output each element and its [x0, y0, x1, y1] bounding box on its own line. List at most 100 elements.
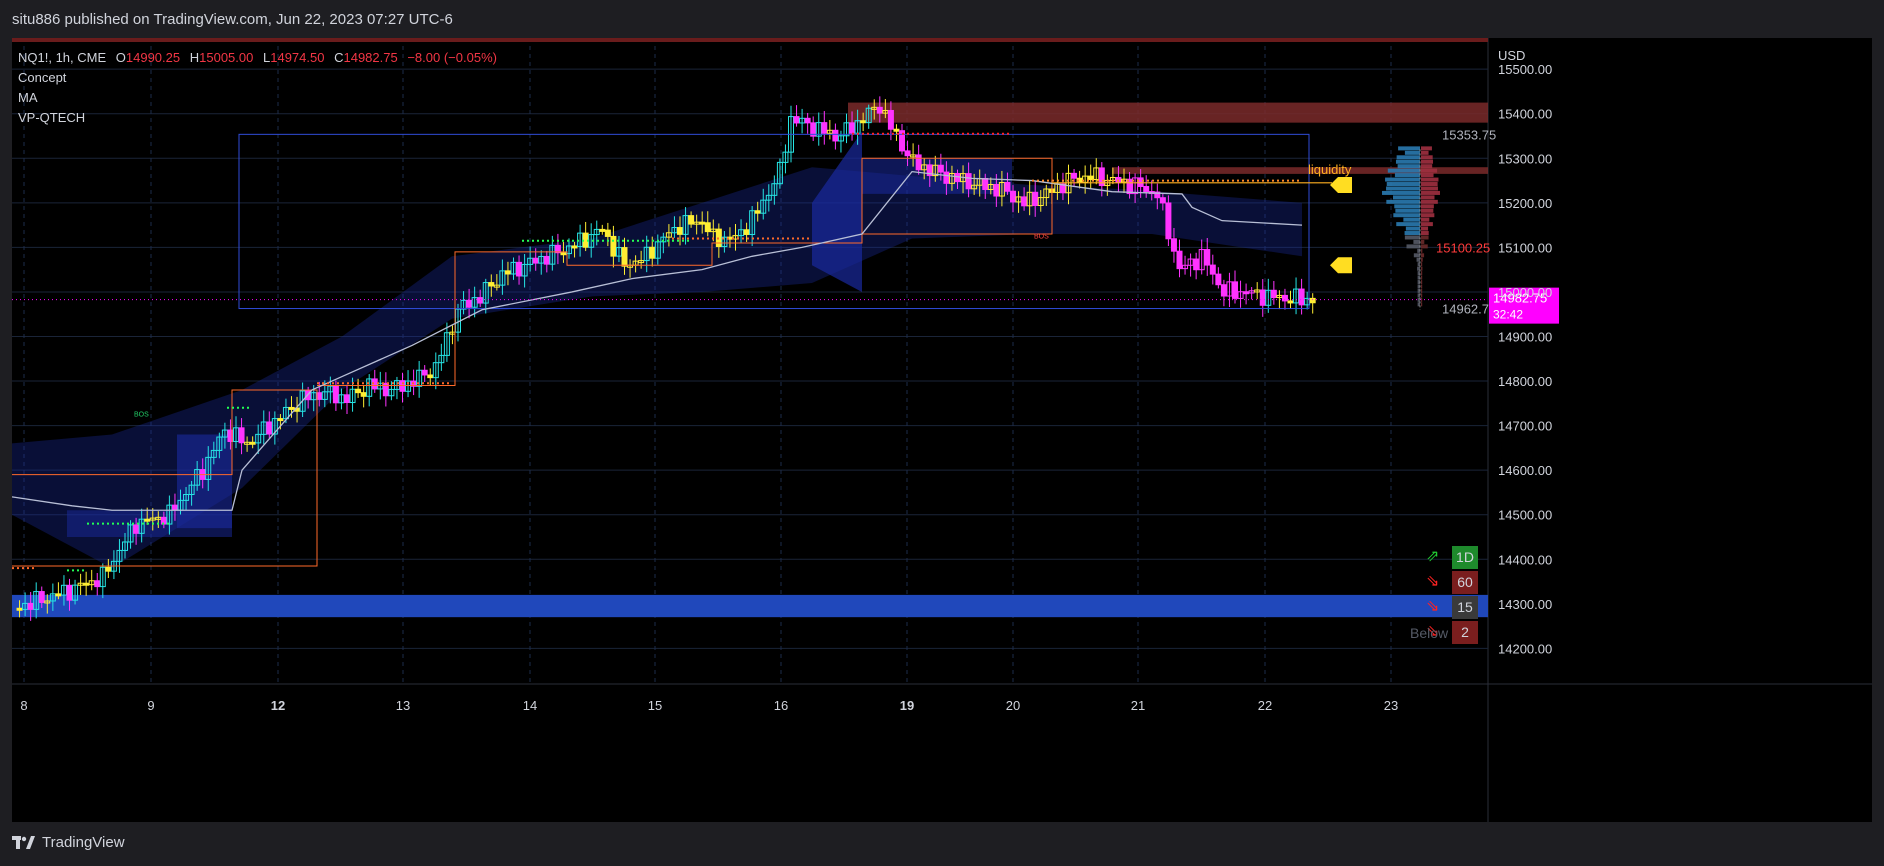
volume-profile-bar: [1421, 217, 1430, 222]
volume-profile-bar: [1421, 275, 1423, 280]
candle-body: [77, 582, 84, 586]
tradingview-logo-icon: [12, 835, 35, 849]
candle-body: [893, 128, 900, 132]
price-label: 14962.75: [1442, 302, 1496, 317]
grid-lines: [12, 38, 1488, 684]
candle-body: [1021, 196, 1028, 207]
x-tick-label: 15: [648, 698, 662, 713]
candle-body: [338, 394, 345, 404]
volume-profile-bar: [1396, 155, 1420, 160]
candle-body: [1004, 182, 1011, 192]
candle-body: [921, 164, 928, 171]
volume-profile-bar: [1421, 146, 1432, 151]
candle-body: [760, 199, 767, 214]
mtf-timeframe: 2: [1461, 624, 1469, 640]
candle-body: [144, 518, 151, 522]
candle-body: [677, 227, 683, 235]
range-box: [238, 133, 1310, 310]
candle-body: [693, 221, 700, 225]
candle-body: [1237, 291, 1244, 299]
volume-profile-bar: [1404, 235, 1420, 240]
volume-profile-bar: [1417, 271, 1420, 276]
mtf-arrow: ⇘: [1426, 573, 1439, 590]
candle-body: [344, 394, 350, 404]
x-tick-label: 16: [774, 698, 788, 713]
volume-profile-bar: [1421, 262, 1423, 267]
candle-body: [360, 392, 367, 397]
candle-body: [227, 429, 234, 442]
candle-body: [1121, 178, 1127, 183]
candle-body: [1204, 249, 1211, 266]
candle-body: [221, 429, 228, 438]
chart-area[interactable]: BOS BOS liquidity 15353.75 15100.25 14962.75 1…: [11, 32, 1872, 822]
candle-body: [1254, 289, 1261, 293]
price-axis[interactable]: 14200.00 14300.00 14400.00 14500.00 14600.00…: [1498, 62, 1552, 656]
candle-body: [16, 607, 23, 611]
candle-body: [1309, 297, 1316, 304]
candle-body: [122, 541, 128, 551]
volume-profile-bar: [1387, 168, 1420, 173]
candle-body: [460, 299, 467, 310]
volume-profile-bar: [1386, 182, 1420, 187]
candle-body: [765, 194, 772, 201]
candle-body: [815, 122, 822, 137]
candle-body: [643, 246, 650, 262]
y-tick-label: 14600.00: [1498, 463, 1552, 478]
change-value: −8.00 (−0.05%): [407, 50, 497, 65]
y-tick-label: 14800.00: [1498, 374, 1552, 389]
volume-profile-bar: [1421, 199, 1438, 204]
candle-body: [671, 227, 678, 234]
candle-body: [171, 504, 178, 511]
candle-body: [538, 255, 545, 264]
candle-body: [83, 582, 90, 586]
candle-body: [210, 449, 217, 458]
supply-zone-upper: [848, 102, 1488, 123]
volume-profile-bar: [1421, 244, 1428, 249]
candle-body: [138, 518, 145, 534]
candle-body: [782, 151, 789, 163]
svg-text:NQ1!, 1h, CME O14990.2: NQ1!, 1h, CME O14990.25 H15005.00 L14974…: [18, 50, 497, 65]
x-tick-label: 9: [147, 698, 154, 713]
bos-label: BOS: [134, 412, 149, 419]
candle-body: [638, 260, 645, 264]
candle-body: [355, 388, 362, 394]
candle-body: [599, 228, 606, 232]
candle-body: [1287, 300, 1294, 304]
volume-profile-bar: [1421, 182, 1438, 187]
candle-body: [1010, 190, 1016, 203]
y-tick-label: 15500.00: [1498, 62, 1552, 77]
candle-body: [1132, 177, 1139, 195]
candle-body: [793, 116, 800, 124]
candle-body: [843, 122, 850, 137]
candle-body: [1259, 289, 1266, 306]
candle-body: [421, 369, 428, 376]
candle-body: [194, 469, 201, 486]
indicator-ma: MA: [18, 90, 38, 105]
candle-body: [1015, 196, 1022, 203]
value-area-block-1: [177, 434, 232, 529]
candle-body: [1293, 288, 1300, 304]
tradingview-logo[interactable]: TradingView: [12, 834, 125, 851]
value-area-block-2: [812, 131, 862, 292]
candle-body: [915, 154, 922, 171]
volume-profile-bar: [1421, 159, 1434, 164]
x-tick-label: 22: [1258, 698, 1272, 713]
last-price-tag: [1489, 287, 1559, 324]
time-axis[interactable]: 8 9 12 13 14 15 16 19 20 21 22 23: [20, 698, 1398, 713]
candle-body: [1043, 188, 1050, 199]
candle-body: [1270, 289, 1277, 299]
open-label: O: [116, 50, 126, 65]
candle-body: [482, 282, 489, 304]
candle-body: [288, 406, 295, 410]
candle-body: [710, 228, 717, 233]
candle-body: [882, 109, 889, 114]
candle-body: [216, 436, 223, 451]
volume-profile-bar: [1382, 190, 1420, 195]
candle-body: [282, 406, 289, 420]
currency-label: USD: [1498, 48, 1525, 63]
volume-profile-bar: [1397, 164, 1420, 169]
low-label: L: [263, 50, 270, 65]
candle-body: [38, 591, 45, 603]
candle-body: [749, 210, 756, 235]
price-chart[interactable]: BOSBOSliquidity15353.7515100.2514962.751…: [11, 32, 1872, 822]
